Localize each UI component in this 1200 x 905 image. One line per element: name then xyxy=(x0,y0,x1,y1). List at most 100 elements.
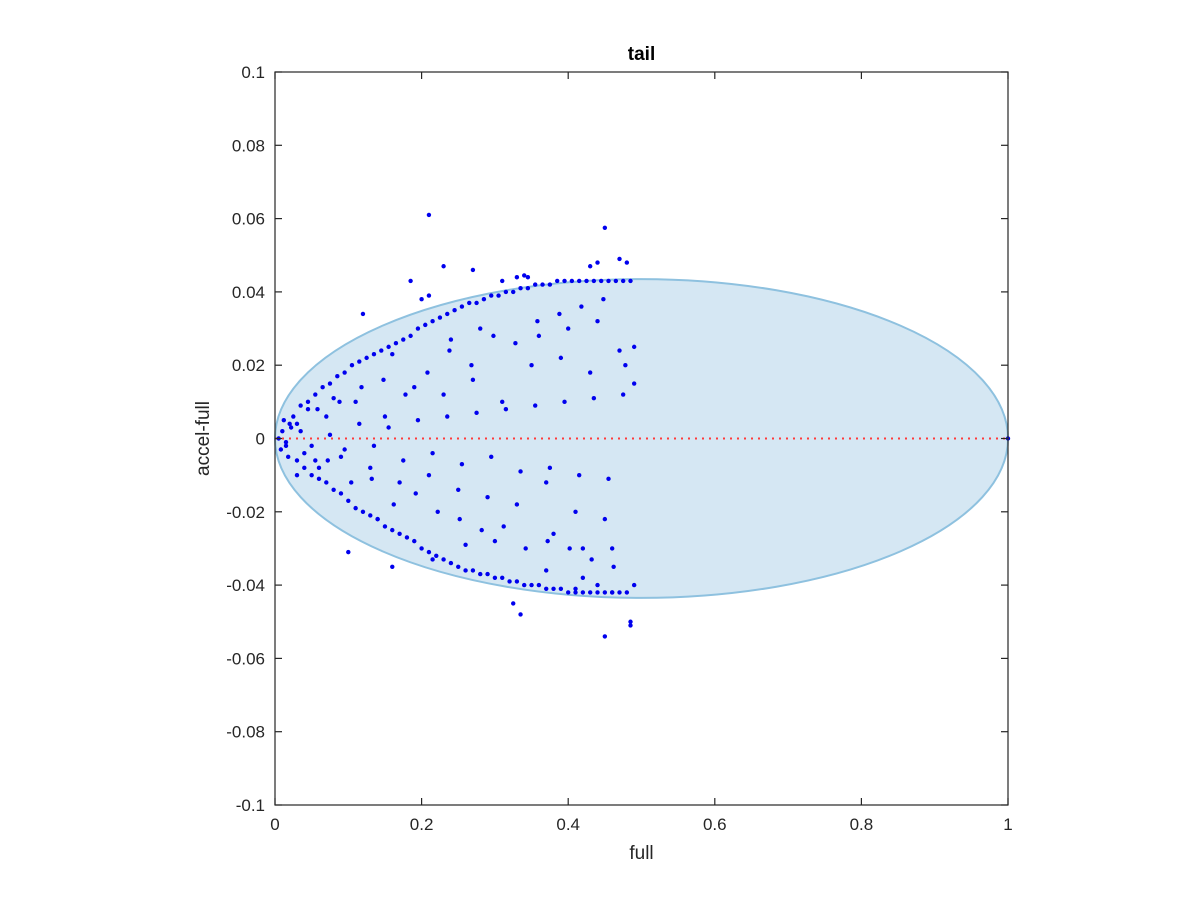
scatter-point xyxy=(628,619,633,624)
scatter-point xyxy=(562,278,567,284)
scatter-point xyxy=(551,586,556,591)
scatter-point xyxy=(545,538,550,544)
scatter-point xyxy=(302,450,307,456)
scatter-point xyxy=(463,542,468,547)
scatter-point xyxy=(535,319,540,324)
scatter-point xyxy=(324,414,329,419)
scatter-point xyxy=(547,282,553,287)
scatter-point xyxy=(536,582,542,588)
scatter-point xyxy=(463,568,468,573)
scatter-point xyxy=(397,480,402,485)
scatter-point xyxy=(320,384,325,390)
scatter-point xyxy=(456,564,461,569)
scatter-point xyxy=(544,586,549,591)
scatter-point xyxy=(580,575,586,580)
scatter-point xyxy=(325,458,330,463)
scatter-point xyxy=(360,509,366,514)
scatter-point xyxy=(368,513,373,518)
scatter-point xyxy=(620,392,626,397)
scatter-point xyxy=(503,406,509,412)
scatter-point xyxy=(617,348,622,353)
scatter-point xyxy=(631,381,637,386)
x-tick-label: 0.8 xyxy=(850,815,874,834)
scatter-point xyxy=(331,487,336,493)
scatter-point xyxy=(595,582,600,588)
scatter-point xyxy=(298,403,303,408)
scatter-point xyxy=(544,480,549,485)
scatter-point xyxy=(412,384,417,390)
scatter-point xyxy=(408,333,413,339)
scatter-point xyxy=(525,275,531,280)
scatter-point xyxy=(587,264,593,269)
scatter-point xyxy=(576,472,582,478)
scatter-point xyxy=(316,476,322,482)
scatter-point xyxy=(533,282,538,287)
x-tick-label: 0 xyxy=(270,815,279,834)
scatter-point xyxy=(278,447,284,452)
scatter-point xyxy=(382,414,388,419)
scatter-point xyxy=(485,571,490,577)
scatter-point xyxy=(518,612,523,617)
scatter-point xyxy=(425,370,430,375)
scatter-point xyxy=(412,538,417,544)
scatter-point xyxy=(544,568,549,573)
x-tick-label: 0.6 xyxy=(703,815,727,834)
scatter-point xyxy=(386,344,391,350)
scatter-point xyxy=(609,546,615,551)
scatter-point xyxy=(522,273,527,278)
scatter-point xyxy=(631,344,637,350)
scatter-point xyxy=(456,487,461,493)
scatter-point xyxy=(595,260,600,265)
scatter-point xyxy=(624,590,630,595)
scatter-point xyxy=(391,502,396,507)
scatter-point xyxy=(382,524,388,529)
scatter-point xyxy=(623,363,628,368)
scatter-point xyxy=(283,443,289,449)
scatter-point xyxy=(591,278,597,284)
x-tick-label: 0.4 xyxy=(556,815,580,834)
scatter-point xyxy=(401,458,406,463)
scatter-point xyxy=(580,590,586,595)
scatter-point xyxy=(447,348,452,353)
scatter-point xyxy=(540,282,545,287)
scatter-point xyxy=(479,527,484,533)
scatter-point xyxy=(500,278,505,284)
scatter-point xyxy=(379,348,384,353)
x-axis-ticks: 0 0.2 0.4 0.6 0.8 1 xyxy=(270,72,1013,834)
scatter-point xyxy=(390,564,395,569)
scatter-point xyxy=(511,289,516,295)
scatter-point xyxy=(360,311,366,317)
scatter-point xyxy=(291,414,296,419)
scatter-point xyxy=(342,370,347,375)
scatter-point xyxy=(598,278,604,284)
scatter-point xyxy=(313,458,318,463)
scatter-point xyxy=(523,546,528,551)
scatter-point xyxy=(316,465,322,471)
scatter-point xyxy=(357,421,362,427)
scatter-point xyxy=(533,403,538,408)
scatter-point xyxy=(294,458,300,463)
scatter-point xyxy=(445,311,450,317)
scatter-point xyxy=(315,406,320,412)
scatter-point xyxy=(589,557,594,562)
scatter-point xyxy=(437,315,443,320)
data-points xyxy=(276,212,1011,639)
scatter-point xyxy=(470,377,476,383)
scatter-point xyxy=(562,399,567,405)
scatter-point xyxy=(415,326,421,331)
scatter-point xyxy=(474,300,479,306)
y-tick-label: -0.1 xyxy=(236,796,265,815)
scatter-point xyxy=(500,399,505,405)
scatter-point xyxy=(393,341,399,346)
scatter-point xyxy=(434,553,439,558)
scatter-point xyxy=(500,575,505,580)
scatter-point xyxy=(617,256,622,262)
scatter-point xyxy=(584,278,589,284)
scatter-point xyxy=(448,337,454,342)
scatter-point xyxy=(403,392,408,397)
scatter-point xyxy=(430,450,435,456)
scatter-point xyxy=(426,212,432,218)
scatter-point xyxy=(489,454,494,460)
scatter-point xyxy=(408,278,413,284)
